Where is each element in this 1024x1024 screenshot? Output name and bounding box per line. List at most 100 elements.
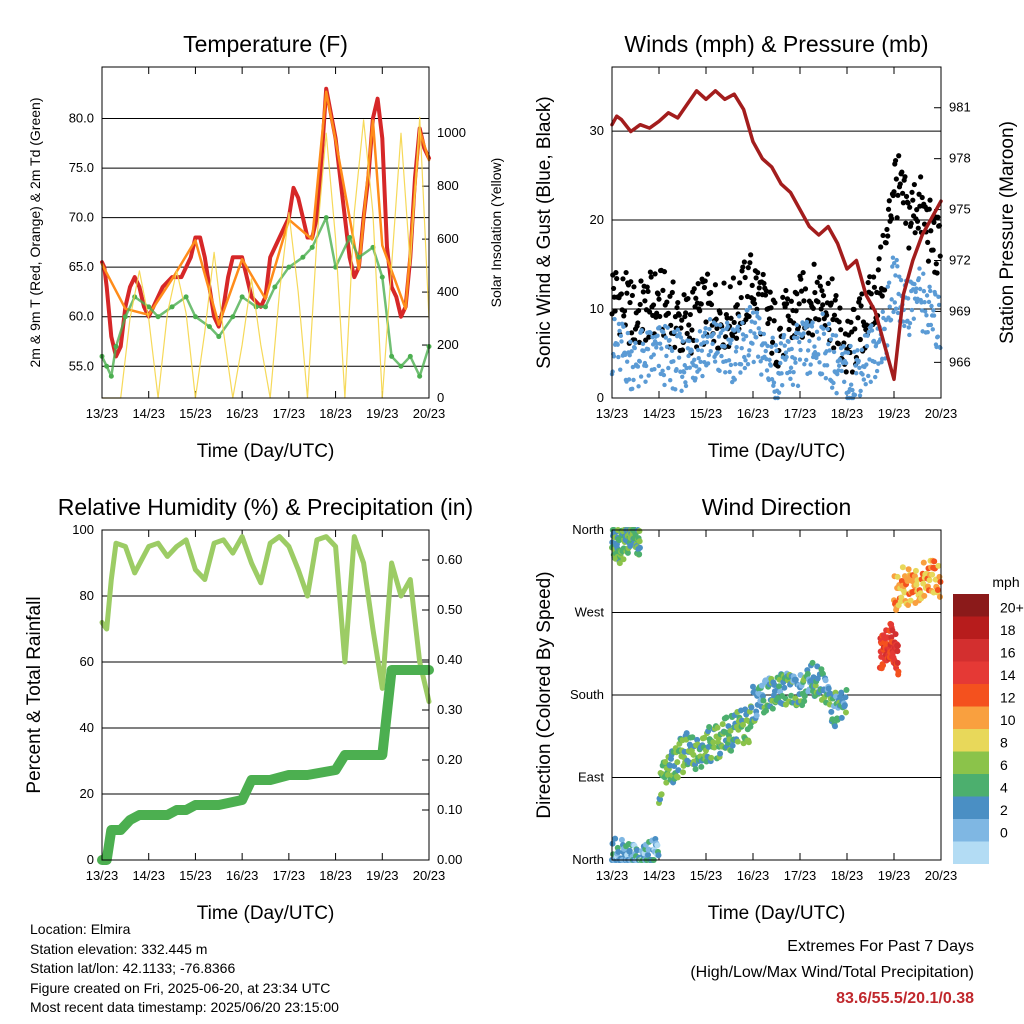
wind-point bbox=[705, 334, 710, 339]
wind-point bbox=[743, 334, 749, 339]
colorbar-title: mph bbox=[992, 574, 1019, 590]
wind-point bbox=[792, 335, 797, 340]
direction-point bbox=[842, 694, 849, 701]
x-tick-label: 19/23 bbox=[366, 868, 399, 883]
y-right-tick-label: 800 bbox=[437, 178, 459, 193]
direction-point bbox=[937, 578, 944, 585]
direction-point bbox=[769, 705, 776, 712]
wind-point bbox=[637, 359, 643, 364]
wind-point bbox=[677, 331, 682, 336]
wind-point bbox=[783, 350, 789, 355]
x-axis-label: Time (Day/UTC) bbox=[197, 441, 335, 462]
gust-point bbox=[728, 315, 734, 321]
wind-point bbox=[839, 368, 844, 374]
wind-point bbox=[889, 297, 894, 302]
wind-point bbox=[664, 353, 669, 359]
wind-point bbox=[733, 362, 738, 367]
gust-point bbox=[704, 271, 711, 277]
gust-point bbox=[769, 339, 776, 345]
direction-point bbox=[680, 769, 687, 776]
gust-point bbox=[863, 322, 870, 328]
y-tick-label: North bbox=[572, 522, 604, 537]
wind-point bbox=[715, 350, 720, 355]
y-right-tick-label: 400 bbox=[437, 284, 459, 299]
wind-point bbox=[680, 339, 686, 344]
gust-point bbox=[648, 274, 654, 280]
x-tick-label: 14/23 bbox=[643, 868, 676, 883]
gust-point bbox=[908, 220, 914, 226]
wind-point bbox=[890, 255, 896, 260]
direction-point bbox=[838, 714, 845, 721]
wind-point bbox=[854, 371, 859, 376]
wind-point bbox=[664, 344, 670, 350]
gust-point bbox=[871, 274, 877, 280]
wind-point bbox=[924, 293, 930, 298]
y-right-tick-label: 0.40 bbox=[437, 652, 462, 667]
gust-point bbox=[693, 295, 699, 301]
wind-point bbox=[705, 361, 711, 366]
direction-point bbox=[894, 642, 901, 649]
x-tick-label: 17/23 bbox=[273, 406, 306, 421]
direction-point bbox=[809, 659, 816, 666]
x-tick-label: 15/23 bbox=[179, 868, 212, 883]
wind-point bbox=[686, 338, 692, 344]
direction-point bbox=[895, 668, 902, 675]
gust-point bbox=[833, 293, 839, 299]
wind-point bbox=[892, 300, 898, 305]
series-pressure bbox=[610, 89, 943, 382]
wind-point bbox=[693, 364, 699, 369]
gust-point bbox=[891, 189, 897, 195]
wind-point bbox=[623, 352, 628, 358]
gust-point bbox=[832, 297, 838, 303]
direction-point bbox=[717, 750, 724, 757]
wind-point bbox=[936, 294, 941, 300]
colorbar-label: 18 bbox=[1000, 622, 1016, 638]
wind-point bbox=[861, 377, 867, 382]
wind-point bbox=[816, 352, 821, 357]
direction-point bbox=[675, 767, 682, 774]
wind-point bbox=[616, 354, 621, 360]
wind-point bbox=[841, 379, 847, 385]
gust-point bbox=[780, 294, 786, 300]
y-tick-label: North bbox=[572, 852, 604, 867]
colorbar-label: 0 bbox=[1000, 825, 1008, 841]
wind-point bbox=[805, 348, 811, 353]
gust-point bbox=[878, 244, 884, 250]
wind-point bbox=[707, 326, 712, 332]
gust-point bbox=[856, 296, 863, 302]
wind-point bbox=[873, 374, 878, 380]
direction-point bbox=[926, 577, 933, 584]
wind-point bbox=[750, 310, 756, 315]
x-axis-label: Time (Day/UTC) bbox=[197, 903, 335, 924]
wind-point bbox=[735, 324, 741, 329]
gust-point bbox=[763, 288, 769, 294]
wind-point bbox=[909, 307, 915, 313]
direction-point bbox=[899, 564, 906, 571]
wind-point bbox=[736, 314, 742, 319]
colorbar-label: 14 bbox=[1000, 667, 1016, 683]
wind-point bbox=[733, 349, 739, 354]
direction-point bbox=[894, 648, 901, 655]
direction-point bbox=[674, 774, 681, 781]
y-tick-label: 70.0 bbox=[69, 210, 94, 225]
gust-point bbox=[919, 194, 925, 201]
gust-point bbox=[815, 299, 821, 305]
wind-point bbox=[855, 348, 860, 353]
gust-point bbox=[937, 253, 943, 259]
gust-point bbox=[934, 270, 940, 276]
gust-point bbox=[756, 285, 762, 291]
direction-point bbox=[645, 846, 652, 853]
wind-point bbox=[710, 341, 715, 347]
wind-point bbox=[793, 360, 798, 365]
wind-point bbox=[893, 306, 899, 311]
wind-point bbox=[763, 348, 768, 354]
wind-point bbox=[665, 325, 670, 330]
gust-point bbox=[768, 305, 774, 311]
direction-point bbox=[729, 742, 736, 749]
wind-point bbox=[925, 330, 930, 335]
wind-point bbox=[617, 328, 622, 334]
wind-point bbox=[761, 331, 767, 337]
wind-point bbox=[726, 337, 731, 342]
gust-point bbox=[899, 169, 905, 175]
gust-point bbox=[903, 193, 910, 200]
